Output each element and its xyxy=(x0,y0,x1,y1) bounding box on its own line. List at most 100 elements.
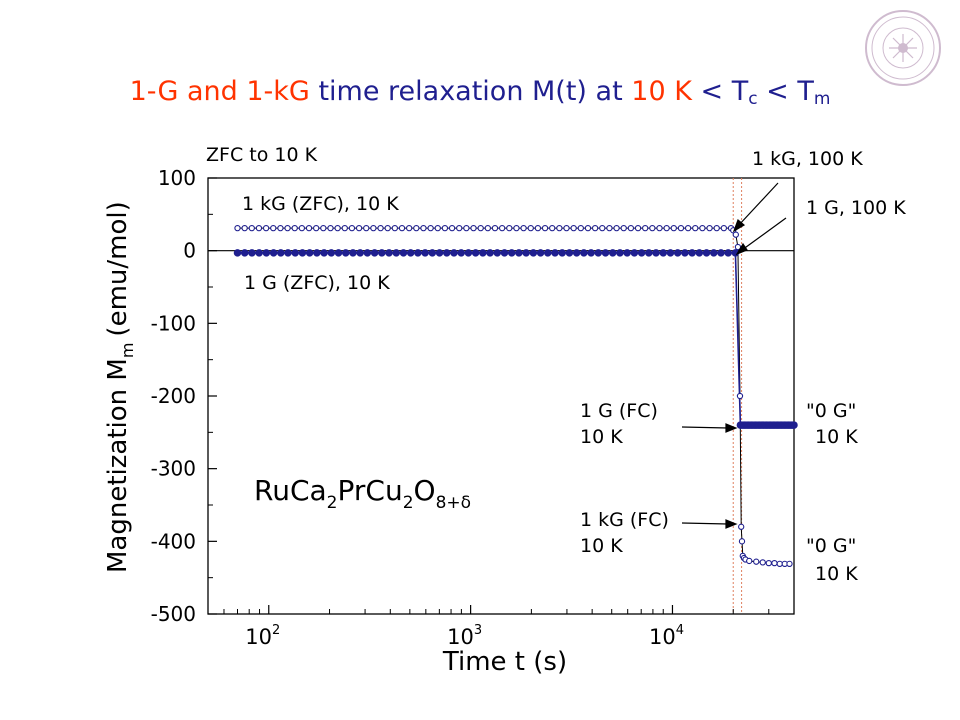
y-tick-label: -200 xyxy=(151,384,196,408)
title-part-lt2: < T xyxy=(757,76,814,107)
annotation-1g-100k: 1 G, 100 K xyxy=(806,197,906,219)
data-point-1kg xyxy=(448,224,456,232)
data-point-1kg xyxy=(434,224,441,232)
data-point-1kg xyxy=(506,224,513,232)
data-point-1kg xyxy=(541,224,549,232)
formula-part: RuCa xyxy=(254,474,327,507)
data-point-1g xyxy=(724,249,732,257)
data-point-1g xyxy=(616,249,624,257)
arrowhead xyxy=(725,423,738,433)
data-point-1g xyxy=(515,249,523,257)
data-point-1kg xyxy=(520,224,527,232)
data-point-1kg xyxy=(355,224,363,232)
y-tick-label: -400 xyxy=(151,529,196,553)
data-point-1g xyxy=(406,249,415,257)
data-point-1g xyxy=(428,249,437,257)
annotation-arrows xyxy=(681,182,787,529)
data-point-1g xyxy=(536,249,545,257)
data-point-1g xyxy=(479,249,487,257)
data-point-1g xyxy=(305,249,314,257)
data-point-1g xyxy=(262,249,271,257)
x-tick-label: 103 xyxy=(447,623,482,649)
data-point-1g xyxy=(414,249,422,257)
data-point-1kg xyxy=(477,224,484,232)
title-part-temp: 10 K xyxy=(631,76,692,107)
data-point-1kg xyxy=(377,224,384,232)
data-point-1g xyxy=(551,249,559,257)
y-tick-label: 100 xyxy=(158,166,196,190)
data-point-1kg xyxy=(732,231,739,238)
data-point-1kg xyxy=(313,224,320,232)
data-point-1kg xyxy=(527,224,534,232)
data-point-1g xyxy=(652,249,660,257)
data-point-1kg xyxy=(549,224,556,232)
data-point-1g xyxy=(334,249,343,257)
data-point-1g xyxy=(421,249,429,257)
annotation-0g-b: "0 G" xyxy=(806,535,856,557)
data-point-1g xyxy=(681,249,689,257)
data-point-1kg xyxy=(577,224,584,232)
title-part-lt1: < T xyxy=(691,76,749,107)
data-point-1kg xyxy=(363,224,370,232)
data-point-1kg xyxy=(270,224,277,232)
x-tick-exponent: 4 xyxy=(676,623,684,638)
data-point-1g xyxy=(277,249,285,257)
data-point-1g xyxy=(450,249,458,257)
formula-sub: 2 xyxy=(403,493,414,513)
x-axis-ticks: 102 103 104 xyxy=(207,605,795,649)
data-point-1kg xyxy=(570,224,577,232)
data-point-1g xyxy=(399,249,408,257)
data-point-1g xyxy=(630,249,639,257)
title-part-text: time relaxation M(t) at xyxy=(309,76,632,107)
data-point-1g xyxy=(233,249,242,257)
annotation-1kg-fc: 1 kG (FC) xyxy=(580,509,669,531)
data-point-1g xyxy=(341,249,350,257)
data-point-1kg xyxy=(327,224,334,232)
data-point-1g xyxy=(587,249,595,257)
data-point-1kg xyxy=(406,224,413,232)
data-point-1g xyxy=(356,249,364,257)
data-point-1g xyxy=(443,249,451,257)
annotation-0g-b-temp: 10 K xyxy=(815,563,858,585)
data-point-1g xyxy=(385,249,393,257)
y-tick-label: -500 xyxy=(151,602,196,626)
data-point-1kg xyxy=(786,560,793,568)
x-tick-exponent: 2 xyxy=(272,623,280,638)
data-point-1kg xyxy=(413,224,420,232)
data-point-1kg xyxy=(738,523,745,530)
university-seal xyxy=(865,10,941,86)
formula-part: O xyxy=(414,474,436,507)
data-point-1g xyxy=(507,249,516,257)
arrow-1kg-fc xyxy=(681,522,729,525)
data-point-1kg xyxy=(771,559,778,567)
data-point-1g xyxy=(320,249,328,257)
data-point-1g xyxy=(457,249,465,257)
data-point-1kg xyxy=(713,224,720,232)
data-point-1kg xyxy=(491,224,499,232)
data-point-1g xyxy=(529,249,538,257)
formula-sub: 8+δ xyxy=(436,493,471,513)
data-point-1kg xyxy=(613,224,620,232)
y-tick-label: 0 xyxy=(183,239,196,263)
annotation-0g-a: "0 G" xyxy=(806,400,856,422)
data-point-1g xyxy=(349,249,357,257)
data-point-1kg xyxy=(498,224,506,232)
annotation-1kg-fc-temp: 10 K xyxy=(580,535,623,557)
annotation-0g-a-temp: 10 K xyxy=(815,426,858,448)
arrow-1kg-100k xyxy=(737,182,779,227)
x-axis-label: Time t (s) xyxy=(442,647,567,677)
data-point-1kg xyxy=(634,224,642,232)
title-part-fields: 1-G and 1-kG xyxy=(129,76,310,107)
data-point-1g xyxy=(637,249,646,257)
data-point-1kg xyxy=(606,224,613,232)
data-point-1kg xyxy=(334,224,341,232)
data-point-1g xyxy=(471,249,480,257)
data-point-1g xyxy=(255,249,263,257)
data-point-1g xyxy=(558,249,566,257)
x-tick-base: 10 xyxy=(447,625,474,649)
data-point-1kg xyxy=(341,224,348,232)
series-points xyxy=(233,224,798,568)
data-point-1g xyxy=(710,249,718,257)
data-point-1g xyxy=(363,249,372,257)
formula-sub: 2 xyxy=(327,493,338,513)
